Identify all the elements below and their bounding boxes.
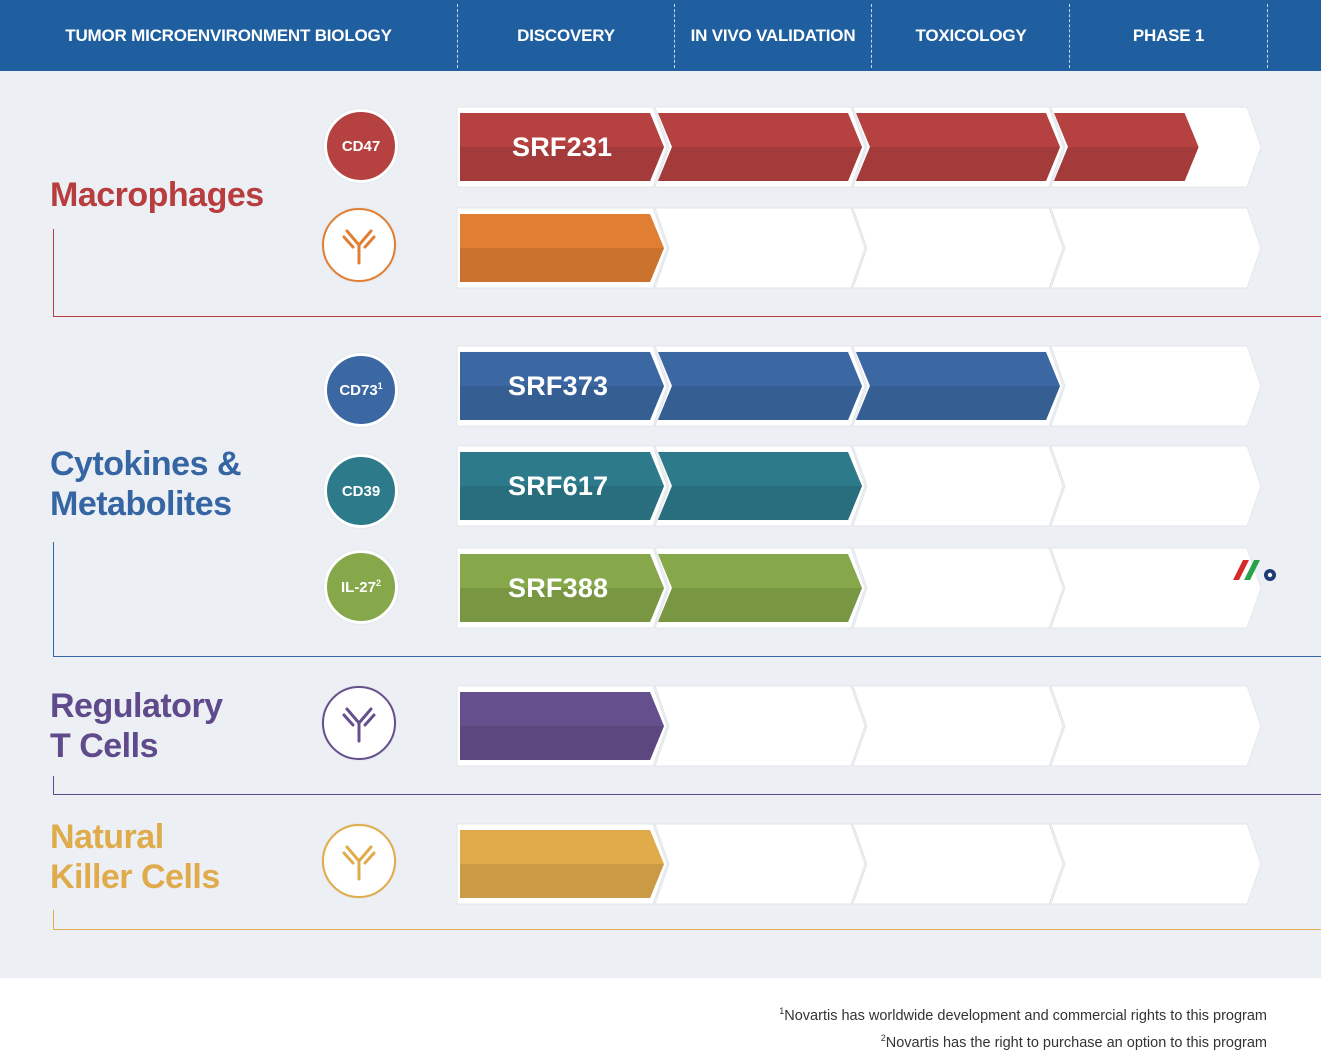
stage-progress-shade (460, 864, 664, 898)
stage-progress-shade (658, 147, 862, 181)
stage-progress-shade (658, 386, 862, 420)
pipeline-track: SRF373 (455, 345, 1295, 427)
footnote: 2Novartis has the right to purchase an o… (880, 1032, 1267, 1051)
antibody-icon-badge (322, 208, 396, 282)
stage-progress-shade (856, 386, 1060, 420)
target-badge-il-27: IL-272 (324, 550, 398, 624)
column-divider (674, 4, 675, 68)
stage-progress-shade (658, 588, 862, 622)
category-bracket (53, 776, 1321, 795)
stage-arrows (456, 345, 1262, 427)
stage-progress-shade (460, 147, 664, 181)
pipeline-track: SRF388 (455, 547, 1295, 629)
column-header-discovery: DISCOVERY (517, 26, 615, 45)
stage-slot (1050, 547, 1262, 629)
stage-slot (1050, 685, 1262, 767)
stage-slot (654, 685, 866, 767)
antibody-icon (342, 229, 376, 265)
stage-slot (654, 207, 866, 289)
pipeline-track: SRF231 (455, 106, 1295, 188)
footnote: 1Novartis has worldwide development and … (779, 1006, 1267, 1024)
target-label: CD47 (341, 137, 381, 155)
category-title-macrophages: Macrophages (50, 176, 264, 214)
column-header-toxicology: TOXICOLOGY (915, 26, 1027, 45)
column-divider (457, 4, 458, 68)
stage-progress-shade (460, 726, 664, 760)
stage-slot (852, 823, 1064, 905)
drug-name: SRF373 (508, 371, 609, 401)
drug-name: SRF617 (508, 471, 609, 501)
stage-slot (852, 685, 1064, 767)
stage-arrows (456, 106, 1262, 188)
stage-arrows (456, 445, 1262, 527)
stage-slot (1050, 445, 1262, 527)
drug-name: SRF231 (512, 132, 613, 162)
target-badge-cd39: CD39 (324, 454, 398, 528)
stage-arrows (456, 207, 1262, 289)
column-divider (1267, 4, 1268, 68)
column-header-biology: TUMOR MICROENVIRONMENT BIOLOGY (65, 26, 392, 45)
stage-progress-shade (1054, 147, 1199, 181)
stage-slot (1050, 345, 1262, 427)
stage-progress-shade (856, 147, 1060, 181)
antibody-icon-badge (322, 824, 396, 898)
stage-slot (654, 823, 866, 905)
target-badge-cd73: CD731 (324, 353, 398, 427)
stage-progress-shade (460, 588, 664, 622)
stage-arrows (456, 547, 1262, 629)
column-header-phase-1: PHASE 1 (1132, 26, 1205, 45)
drug-name: SRF388 (508, 573, 609, 603)
stage-slot (1050, 207, 1262, 289)
footnotes: 1Novartis has worldwide development and … (779, 1000, 1267, 1054)
stage-arrows (456, 823, 1262, 905)
column-divider (871, 4, 872, 68)
category-bracket (53, 910, 1321, 930)
stage-slot (852, 207, 1064, 289)
stage-progress-shade (460, 386, 664, 420)
stage-slot (852, 445, 1064, 527)
stage-slot (852, 547, 1064, 629)
pipeline-track (455, 823, 1295, 905)
category-title-cytokines-metabolites: Cytokines & Metabolites (50, 445, 242, 523)
pipeline-track: SRF617 (455, 445, 1295, 527)
target-label: CD731 (339, 380, 383, 399)
pipeline-track (455, 685, 1295, 767)
pipeline-track (455, 207, 1295, 289)
column-divider (1069, 4, 1070, 68)
category-bracket (53, 542, 1321, 657)
watermark-logo-icon (1233, 560, 1276, 581)
antibody-icon-badge (322, 686, 396, 760)
category-title-natural-killer-cells: Natural Killer Cells (50, 818, 220, 896)
target-label: IL-272 (340, 577, 382, 596)
stage-progress-shade (658, 486, 862, 520)
stage-arrows (456, 685, 1262, 767)
target-label: CD39 (341, 482, 381, 500)
category-bracket (53, 229, 1321, 317)
header-bar: TUMOR MICROENVIRONMENT BIOLOGY DISCOVERY… (0, 0, 1321, 71)
target-badge-cd47: CD47 (324, 109, 398, 183)
stage-progress-shade (460, 486, 664, 520)
antibody-icon (342, 707, 376, 743)
stage-progress-shade (460, 248, 664, 282)
column-header-in-vivo-validation: IN VIVO VALIDATION (690, 26, 856, 45)
category-title-regulatory-t-cells: Regulatory T Cells (50, 687, 223, 765)
antibody-icon (342, 845, 376, 881)
stage-slot (1050, 823, 1262, 905)
